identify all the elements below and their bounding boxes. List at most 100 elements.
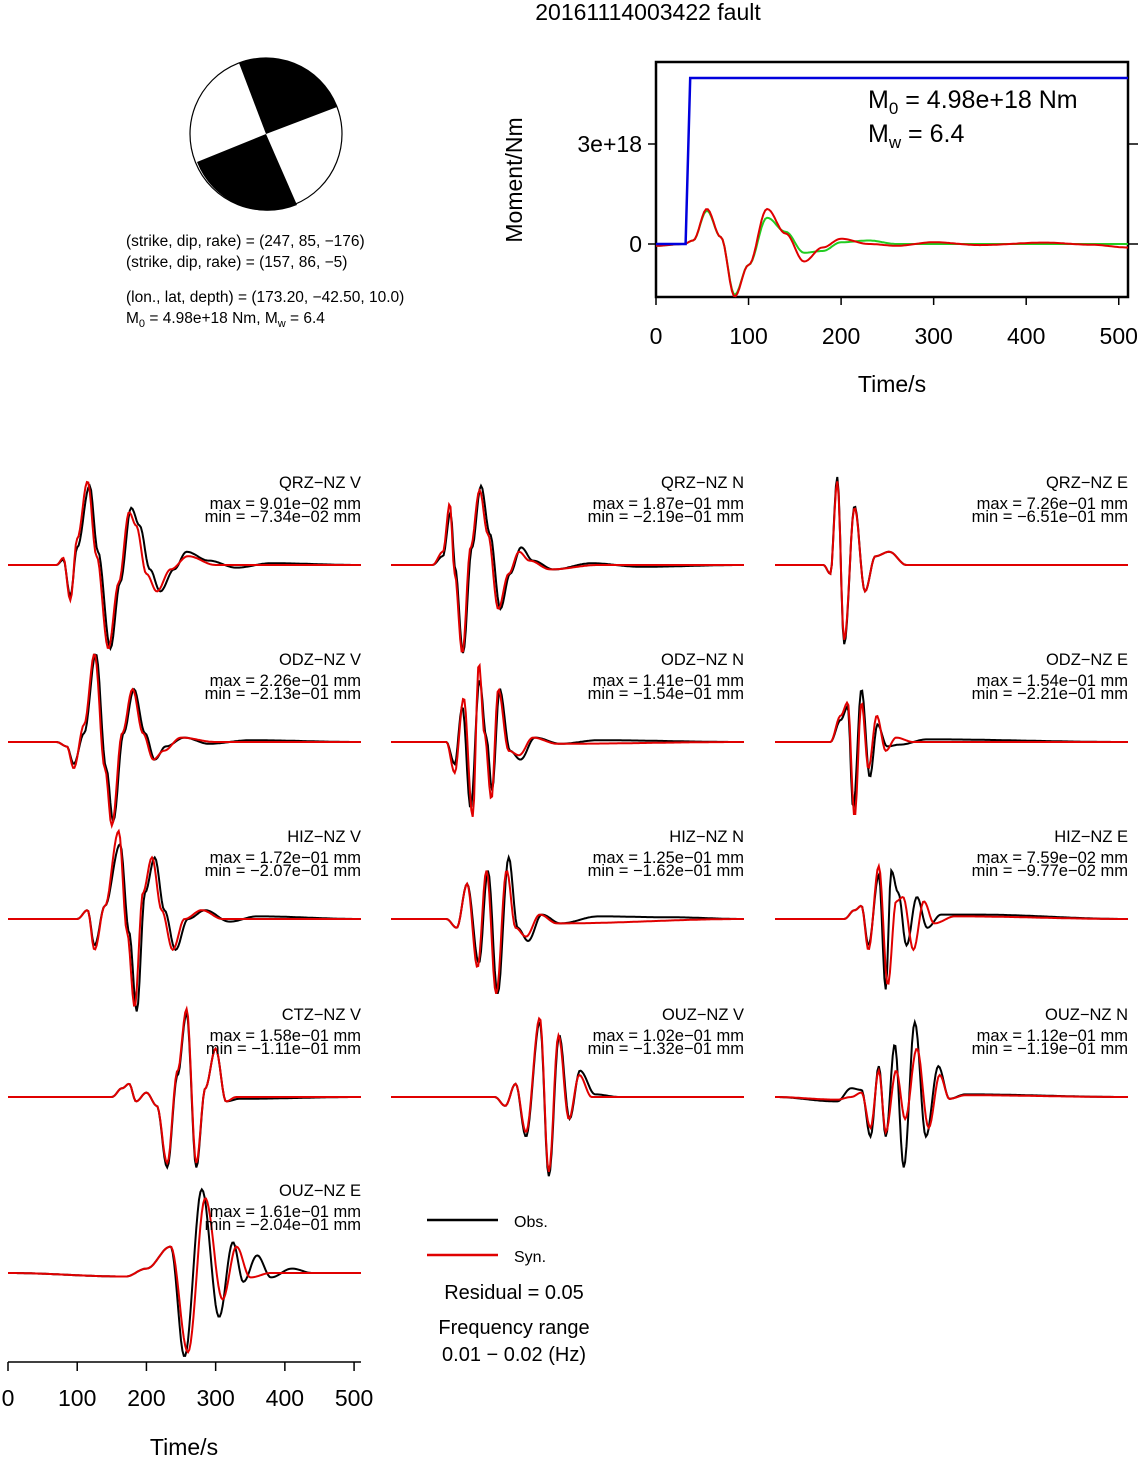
moment-xlabel: Time/s bbox=[858, 371, 926, 397]
moment-mw-label: Mw = 6.4 bbox=[868, 120, 964, 152]
source-location: (lon., lat, depth) = (173.20, −42.50, 10… bbox=[126, 289, 404, 306]
min-amplitude-label: min = −1.62e−01 mm bbox=[588, 862, 744, 880]
station-label: QRZ−NZ N bbox=[661, 474, 744, 492]
station-label: CTZ−NZ V bbox=[282, 1006, 361, 1024]
station-label: ODZ−NZ N bbox=[661, 651, 744, 669]
max-amplitude-label: max = 1.41e−01 mm bbox=[593, 672, 744, 690]
frequency-range: 0.01 − 0.02 (Hz) bbox=[442, 1344, 586, 1366]
synthetic-trace bbox=[391, 870, 744, 995]
mw-value: = 6.4 bbox=[286, 310, 326, 327]
residual-label: Residual = 0.05 bbox=[444, 1282, 584, 1304]
station-label: OUZ−NZ N bbox=[1045, 1006, 1128, 1024]
synthetic-trace bbox=[775, 1048, 1128, 1136]
min-amplitude-label: min = −1.11e−01 mm bbox=[206, 1040, 361, 1058]
max-amplitude-label: max = 1.58e−01 mm bbox=[210, 1027, 361, 1045]
station-label: QRZ−NZ E bbox=[1046, 474, 1128, 492]
observed-trace bbox=[775, 867, 1128, 990]
synthetic-trace bbox=[8, 1197, 361, 1354]
legend-obs-label: Obs. bbox=[514, 1214, 548, 1231]
station-label: HIZ−NZ V bbox=[287, 828, 361, 846]
source-moment: M0 = 4.98e+18 Nm, Mw = 6.4 bbox=[126, 310, 325, 330]
legend-syn-label: Syn. bbox=[514, 1249, 546, 1266]
station-label: QRZ−NZ V bbox=[279, 474, 361, 492]
min-amplitude-label: min = −2.19e−01 mm bbox=[588, 508, 744, 526]
synthetic-trace bbox=[775, 481, 1128, 641]
max-amplitude-label: max = 1.25e−01 mm bbox=[593, 849, 744, 867]
beachball-quadrant-lower bbox=[197, 134, 297, 211]
moment-ytick-label: 3e+18 bbox=[577, 131, 642, 157]
synthetic-trace bbox=[775, 862, 1128, 985]
moment-xtick-label: 500 bbox=[1100, 323, 1138, 349]
synthetic-trace bbox=[8, 1005, 361, 1166]
synthetic-trace bbox=[775, 700, 1128, 815]
moment-m0-label: M0 = 4.98e+18 Nm bbox=[868, 86, 1078, 118]
waveform-xtick-label: 400 bbox=[266, 1385, 304, 1411]
m0-subscript: 0 bbox=[139, 318, 145, 330]
fault-plane-1: (strike, dip, rake) = (247, 85, −176) bbox=[126, 233, 365, 250]
moment-ytick-label: 0 bbox=[629, 231, 642, 257]
min-amplitude-label: min = −2.07e−01 mm bbox=[205, 862, 361, 880]
waveform-xtick-label: 500 bbox=[335, 1385, 373, 1411]
max-amplitude-label: max = 2.26e−01 mm bbox=[210, 672, 361, 690]
stf-green-trace bbox=[655, 209, 1128, 296]
legend: Obs. Syn. bbox=[427, 1214, 548, 1266]
waveform-xtick-label: 300 bbox=[196, 1385, 234, 1411]
synthetic-trace bbox=[391, 1016, 744, 1173]
synthetic-trace bbox=[391, 487, 744, 653]
min-amplitude-label: min = −1.32e−01 mm bbox=[588, 1040, 744, 1058]
max-amplitude-label: max = 1.54e−01 mm bbox=[977, 672, 1128, 690]
moment-value: = 4.98e+18 Nm, M bbox=[145, 310, 278, 327]
waveform-time-axis: 0 100 200 300 400 500 bbox=[2, 1361, 373, 1411]
min-amplitude-label: min = −6.51e−01 mm bbox=[972, 508, 1128, 526]
min-amplitude-label: min = −9.77e−02 mm bbox=[972, 862, 1128, 880]
max-amplitude-label: max = 1.61e−01 mm bbox=[210, 1203, 361, 1221]
waveform-xtick-label: 100 bbox=[58, 1385, 96, 1411]
moment-panel: M0 = 4.98e+18 Nm Mw = 6.4 Moment/Nm Time… bbox=[501, 60, 1138, 397]
max-amplitude-label: max = 7.26e−01 mm bbox=[977, 495, 1128, 513]
max-amplitude-label: max = 9.01e−02 mm bbox=[210, 495, 361, 513]
synthetic-trace bbox=[8, 653, 361, 830]
waveform-xlabel: Time/s bbox=[150, 1434, 218, 1458]
synthetic-trace bbox=[8, 480, 361, 649]
waveform-xtick-label: 0 bbox=[2, 1385, 15, 1411]
station-label: HIZ−NZ N bbox=[669, 828, 744, 846]
station-label: ODZ−NZ V bbox=[279, 651, 361, 669]
min-amplitude-label: min = −7.34e−02 mm bbox=[205, 508, 361, 526]
max-amplitude-label: max = 7.59e−02 mm bbox=[977, 849, 1128, 867]
beachball bbox=[189, 57, 343, 211]
min-amplitude-label: min = −1.19e−01 mm bbox=[972, 1040, 1128, 1058]
m0-symbol: M bbox=[126, 310, 139, 327]
min-amplitude-label: min = −2.04e−01 mm bbox=[205, 1216, 361, 1234]
max-amplitude-label: max = 1.87e−01 mm bbox=[593, 495, 744, 513]
synthetic-trace bbox=[8, 828, 361, 1007]
fault-plane-2: (strike, dip, rake) = (157, 86, −5) bbox=[126, 254, 347, 271]
moment-xtick-label: 300 bbox=[914, 323, 952, 349]
station-label: OUZ−NZ V bbox=[662, 1006, 744, 1024]
min-amplitude-label: min = −2.13e−01 mm bbox=[205, 685, 361, 703]
max-amplitude-label: max = 1.02e−01 mm bbox=[593, 1027, 744, 1045]
moment-cumulative-line bbox=[656, 76, 1128, 246]
min-amplitude-label: min = −2.21e−01 mm bbox=[972, 685, 1128, 703]
max-amplitude-label: max = 1.12e−01 mm bbox=[977, 1027, 1128, 1045]
waveform-xtick-label: 200 bbox=[127, 1385, 165, 1411]
station-label: ODZ−NZ E bbox=[1046, 651, 1128, 669]
frequency-title: Frequency range bbox=[438, 1317, 589, 1339]
moment-xtick-label: 200 bbox=[822, 323, 860, 349]
beachball-quadrant-upper bbox=[239, 58, 337, 135]
figure-title: 20161114003422 fault bbox=[535, 0, 761, 25]
moment-xtick-label: 400 bbox=[1007, 323, 1045, 349]
moment-xtick-label: 0 bbox=[650, 323, 663, 349]
